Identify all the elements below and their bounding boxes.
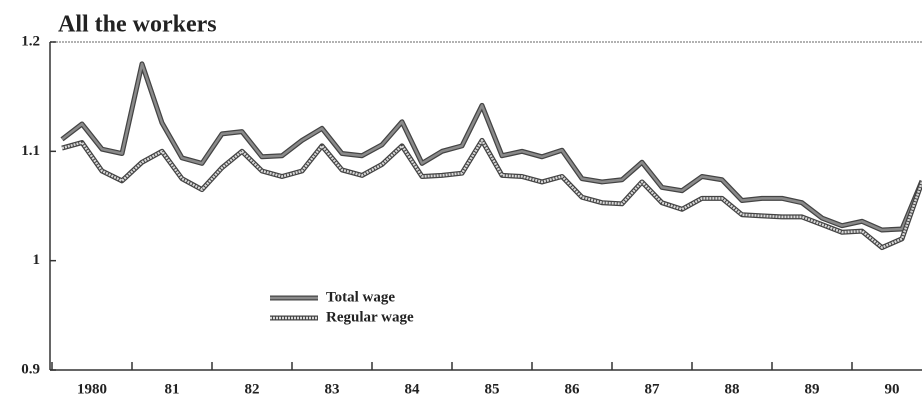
x-tick-label: 86 xyxy=(565,381,581,397)
y-tick-label: 1.1 xyxy=(21,143,40,159)
x-tick-label: 83 xyxy=(325,381,340,397)
x-tick-label: 84 xyxy=(405,381,421,397)
x-tick-label: 90 xyxy=(885,381,900,397)
x-tick-label: 85 xyxy=(485,381,500,397)
legend-label: Regular wage xyxy=(326,309,414,325)
legend-label: Total wage xyxy=(326,289,395,305)
y-tick-label: 1.2 xyxy=(21,33,40,49)
x-tick-label: 87 xyxy=(645,381,661,397)
series-line xyxy=(61,139,922,249)
x-tick-label: 1980 xyxy=(77,381,107,397)
x-tick-label: 82 xyxy=(245,381,260,397)
x-tick-label: 89 xyxy=(805,381,820,397)
x-tick-label: 81 xyxy=(165,381,180,397)
y-tick-label: 1 xyxy=(33,252,41,268)
x-tick-label: 88 xyxy=(725,381,740,397)
chart-title: All the workers xyxy=(58,12,217,38)
series-line-outline xyxy=(60,61,922,233)
series-line xyxy=(61,62,922,232)
y-tick-label: 0.9 xyxy=(21,361,40,377)
